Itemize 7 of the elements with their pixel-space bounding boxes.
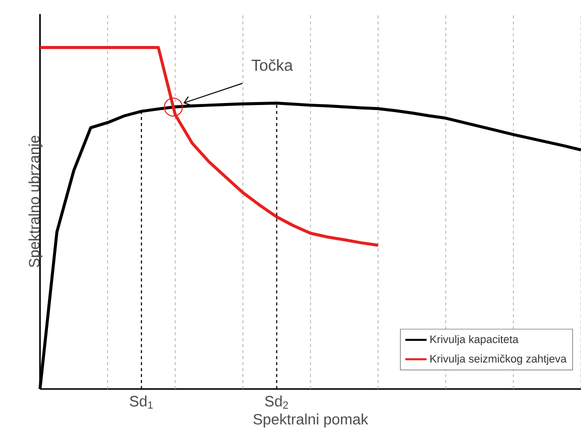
y-axis-title: Spektralno ubrzanje — [28, 136, 42, 268]
annotation: Točka — [252, 59, 293, 71]
x-axis-title: Spektralni pomak — [253, 414, 368, 428]
legend-label: Krivulja kapaciteta — [430, 335, 518, 346]
legend-label: Krivulja seizmičkog zahtjeva — [430, 354, 567, 365]
x-tick-label: Sd$_{1}$ — [130, 396, 153, 409]
x-tick-label: Sd$_{2}$ — [265, 396, 288, 409]
